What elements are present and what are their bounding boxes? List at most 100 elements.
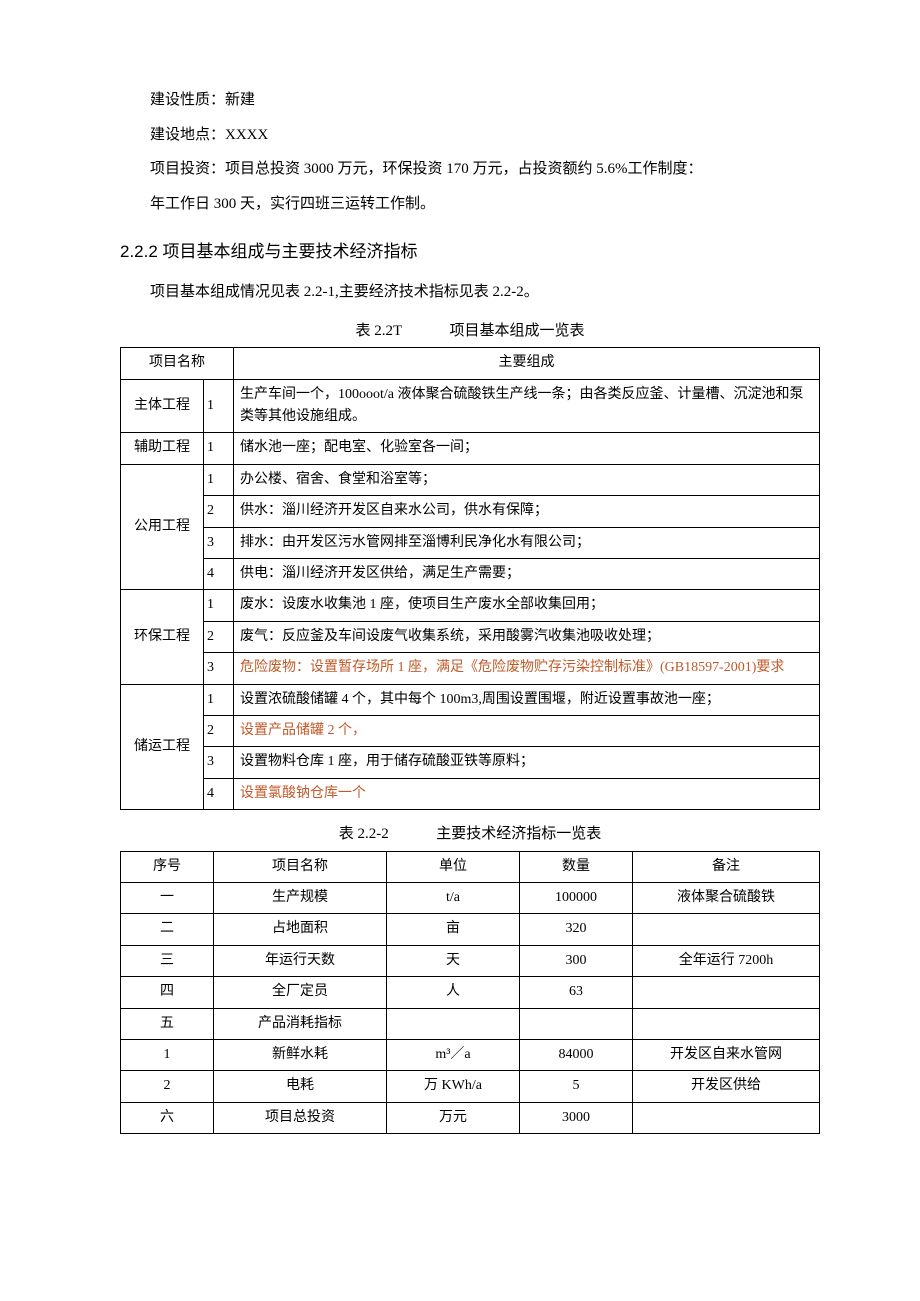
table-row: 1新鲜水耗m³／a84000开发区自来水管网: [121, 1040, 820, 1071]
table-row: 环保工程1废水：设废水收集池 1 座，使项目生产废水全部收集回用；: [121, 590, 820, 621]
table1-row-index: 1: [204, 379, 234, 433]
table2-cell-c2: 生产规模: [214, 883, 387, 914]
table1-row-text: 办公楼、宿舍、食堂和浴室等；: [234, 464, 820, 495]
table-row: 公用工程1办公楼、宿舍、食堂和浴室等；: [121, 464, 820, 495]
table1-row-text: 废水：设废水收集池 1 座，使项目生产废水全部收集回用；: [234, 590, 820, 621]
table2-cell-c3: 万元: [387, 1102, 520, 1133]
table1-row-text: 设置物料仓库 1 座，用于储存硫酸亚铁等原料；: [234, 747, 820, 778]
table1-group-name: 环保工程: [121, 590, 204, 684]
table1-row-index: 3: [204, 653, 234, 684]
table2-cell-c3: 天: [387, 945, 520, 976]
table2-head-unit: 单位: [387, 851, 520, 882]
table1-row-text: 危险废物：设置暂存场所 1 座，满足《危险废物贮存污染控制标准》(GB18597…: [234, 653, 820, 684]
table2-cell-c4: 3000: [520, 1102, 633, 1133]
table-row: 主体工程1生产车间一个，100ooot/a 液体聚合硫酸铁生产线一条；由各类反应…: [121, 379, 820, 433]
table1-head-name: 项目名称: [121, 348, 234, 379]
table1-row-index: 2: [204, 496, 234, 527]
table2-cell-c1: 一: [121, 883, 214, 914]
table-row: 辅助工程1储水池一座；配电室、化验室各一间；: [121, 433, 820, 464]
table2-caption-left: 表 2.2-2: [339, 826, 389, 842]
table2-cell-c4: 5: [520, 1071, 633, 1102]
table1-row-index: 1: [204, 684, 234, 715]
table-row: 4供电：淄川经济开发区供给，满足生产需要；: [121, 559, 820, 590]
table1-row-index: 1: [204, 464, 234, 495]
table2-caption: 表 2.2-2 主要技术经济指标一览表: [120, 820, 820, 849]
table-row: 五产品消耗指标: [121, 1008, 820, 1039]
table2-cell-c5: [633, 914, 820, 945]
table2-caption-right: 主要技术经济指标一览表: [436, 826, 601, 842]
table-row: 2废气：反应釜及车间设废气收集系统，采用酸雾汽收集池吸收处理；: [121, 621, 820, 652]
table1-row-text: 供电：淄川经济开发区供给，满足生产需要；: [234, 559, 820, 590]
table-row: 3排水：由开发区污水管网排至淄博利民净化水有限公司；: [121, 527, 820, 558]
table2-cell-c3: 亩: [387, 914, 520, 945]
table2-cell-c5: [633, 1008, 820, 1039]
table2-cell-c2: 全厂定员: [214, 977, 387, 1008]
table1-group-name: 主体工程: [121, 379, 204, 433]
table1-row-index: 4: [204, 559, 234, 590]
table-row: 二占地面积亩320: [121, 914, 820, 945]
section-intro: 项目基本组成情况见表 2.2-1,主要经济技术指标见表 2.2-2。: [120, 278, 820, 307]
table2-cell-c3: 人: [387, 977, 520, 1008]
table1-caption: 表 2.2T 项目基本组成一览表: [120, 317, 820, 346]
table2-head-remark: 备注: [633, 851, 820, 882]
table2-cell-c1: 二: [121, 914, 214, 945]
table-row: 2设置产品储罐 2 个，: [121, 715, 820, 746]
table2-cell-c2: 占地面积: [214, 914, 387, 945]
table2-cell-c1: 三: [121, 945, 214, 976]
table1-row-index: 3: [204, 747, 234, 778]
table2-cell-c4: 100000: [520, 883, 633, 914]
table2-head-seq: 序号: [121, 851, 214, 882]
table2-cell-c5: [633, 977, 820, 1008]
table2-cell-c5: [633, 1102, 820, 1133]
table2-cell-c3: m³／a: [387, 1040, 520, 1071]
table1-row-index: 4: [204, 778, 234, 809]
table2-cell-c2: 产品消耗指标: [214, 1008, 387, 1039]
table-row: 一生产规模t/a100000液体聚合硫酸铁: [121, 883, 820, 914]
table1-header-row: 项目名称 主要组成: [121, 348, 820, 379]
table2-cell-c2: 新鲜水耗: [214, 1040, 387, 1071]
table2-cell-c1: 五: [121, 1008, 214, 1039]
table2-cell-c4: 84000: [520, 1040, 633, 1071]
table-row: 3设置物料仓库 1 座，用于储存硫酸亚铁等原料；: [121, 747, 820, 778]
table2-cell-c1: 四: [121, 977, 214, 1008]
table-row: 三年运行天数天300全年运行 7200h: [121, 945, 820, 976]
table2-cell-c2: 电耗: [214, 1071, 387, 1102]
table1-group-name: 公用工程: [121, 464, 204, 590]
table1-row-text: 设置氯酸钠仓库一个: [234, 778, 820, 809]
table2-cell-c5: 全年运行 7200h: [633, 945, 820, 976]
table-row: 2供水：淄川经济开发区自来水公司，供水有保障；: [121, 496, 820, 527]
table1-row-text: 生产车间一个，100ooot/a 液体聚合硫酸铁生产线一条；由各类反应釜、计量槽…: [234, 379, 820, 433]
table2-cell-c1: 2: [121, 1071, 214, 1102]
table2-cell-c1: 1: [121, 1040, 214, 1071]
table-row: 2电耗万 KWh/a5开发区供给: [121, 1071, 820, 1102]
table1-row-index: 1: [204, 590, 234, 621]
table2-header-row: 序号 项目名称 单位 数量 备注: [121, 851, 820, 882]
section-heading: 2.2.2 项目基本组成与主要技术经济指标: [120, 236, 820, 268]
table2-cell-c4: [520, 1008, 633, 1039]
table2-cell-c4: 63: [520, 977, 633, 1008]
paragraph-workdays: 年工作日 300 天，实行四班三运转工作制。: [120, 190, 820, 219]
table1-row-text: 废气：反应釜及车间设废气收集系统，采用酸雾汽收集池吸收处理；: [234, 621, 820, 652]
table1-row-index: 2: [204, 715, 234, 746]
table1-row-text: 设置浓硫酸储罐 4 个，其中每个 100m3,周围设置围堰，附近设置事故池一座；: [234, 684, 820, 715]
table1-row-index: 1: [204, 433, 234, 464]
table-row: 四全厂定员人63: [121, 977, 820, 1008]
table1-row-text: 设置产品储罐 2 个，: [234, 715, 820, 746]
table1-row-text: 供水：淄川经济开发区自来水公司，供水有保障；: [234, 496, 820, 527]
table1-row-index: 2: [204, 621, 234, 652]
table2-cell-c2: 年运行天数: [214, 945, 387, 976]
table-tech-economy: 序号 项目名称 单位 数量 备注 一生产规模t/a100000液体聚合硫酸铁二占…: [120, 851, 820, 1135]
table-row: 储运工程1设置浓硫酸储罐 4 个，其中每个 100m3,周围设置围堰，附近设置事…: [121, 684, 820, 715]
paragraph-construction-nature: 建设性质：新建: [120, 86, 820, 115]
table1-head-content: 主要组成: [234, 348, 820, 379]
table1-caption-left: 表 2.2T: [356, 323, 402, 339]
table2-cell-c3: t/a: [387, 883, 520, 914]
table2-cell-c4: 320: [520, 914, 633, 945]
table-row: 3危险废物：设置暂存场所 1 座，满足《危险废物贮存污染控制标准》(GB1859…: [121, 653, 820, 684]
table1-row-index: 3: [204, 527, 234, 558]
table2-cell-c5: 开发区自来水管网: [633, 1040, 820, 1071]
paragraph-investment: 项目投资：项目总投资 3000 万元，环保投资 170 万元，占投资额约 5.6…: [120, 155, 820, 184]
table-project-composition: 项目名称 主要组成 主体工程1生产车间一个，100ooot/a 液体聚合硫酸铁生…: [120, 347, 820, 810]
table2-cell-c4: 300: [520, 945, 633, 976]
table-row: 4设置氯酸钠仓库一个: [121, 778, 820, 809]
